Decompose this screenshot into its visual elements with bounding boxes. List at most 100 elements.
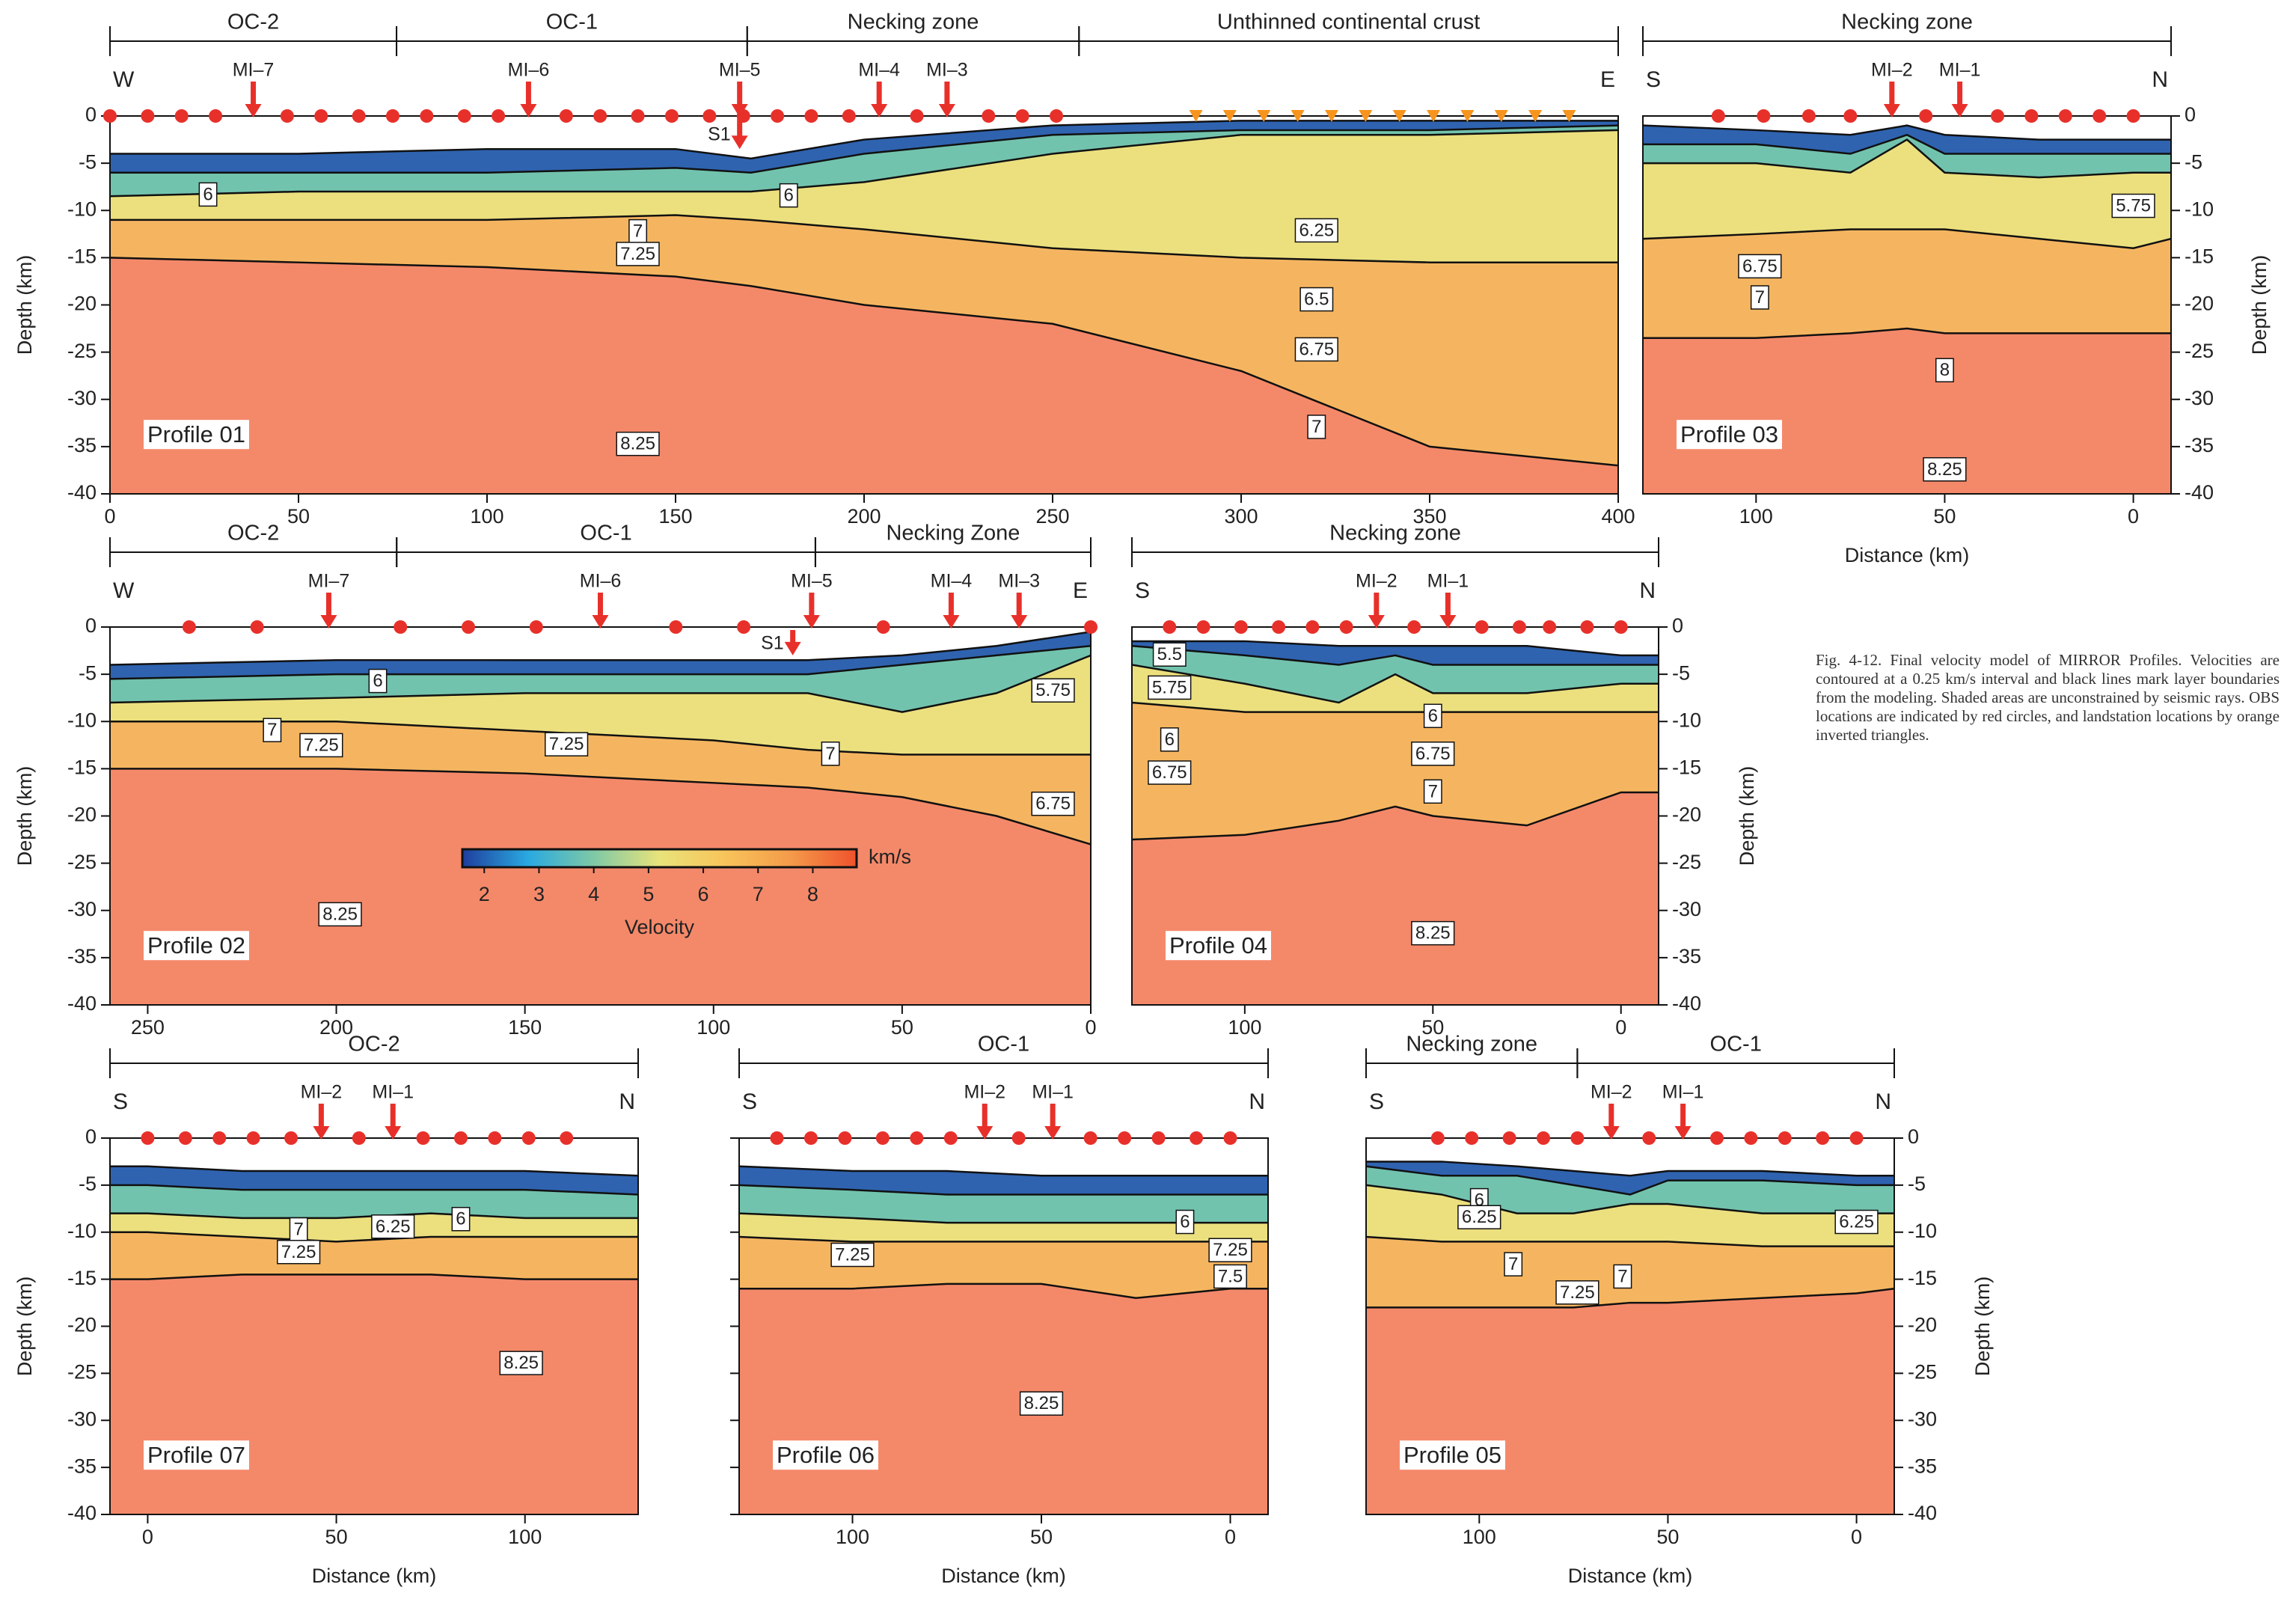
landstation [1392,110,1406,122]
contour-label: 6.75 [1152,762,1187,783]
colorbar-tick-label: 2 [479,883,490,905]
contour-label: 8.25 [503,1353,539,1373]
contour-label: 8.25 [322,904,358,924]
obs-station [1084,620,1098,634]
y-tick-label: -30 [1672,898,1701,920]
contour-label-box [1613,1264,1632,1289]
station-label: MI–5 [791,571,833,592]
contour-label-box [368,668,388,694]
contour-label: 6 [1428,706,1438,726]
x-tick-label: 400 [1601,505,1635,528]
arrow-head [871,104,888,117]
contour-label: 6.5 [1304,290,1329,310]
colorbar [461,848,858,869]
obs-station [352,1131,366,1145]
contour-label-box [1750,285,1769,310]
profile-title-box [144,1440,249,1470]
contour-label-box [1294,337,1338,362]
x-tick-label: 250 [131,1016,165,1039]
contour-label-box [499,1351,543,1375]
obs-station [1580,620,1594,634]
arrow-head [1368,615,1385,629]
y-axis-label: Depth (km) [13,1277,36,1377]
x-tick-label: 50 [1030,1526,1053,1548]
y-tick-label: -25 [67,1361,97,1384]
obs-station [631,109,645,123]
panel: 5.5 5.75 6 6.75 6 6.75 7 8.25 Profile 04 0 -5 -10 -1… [1131,522,1758,1039]
x-tick-label: 100 [508,1526,542,1548]
landstation [1528,110,1543,122]
contour-label: 6.75 [1035,794,1071,814]
y-tick-label: 0 [85,103,97,126]
obs-station [212,1131,227,1145]
y-tick-label: -5 [2185,150,2202,173]
obs-station [284,1131,299,1145]
y-tick-label: -15 [1908,1267,1937,1289]
velocity-layer [110,1184,638,1218]
y-axis-label: Depth (km) [13,255,36,355]
contour-label-box [1031,678,1075,703]
contour-label: 7.25 [281,1242,316,1262]
contour-label-box [616,242,660,266]
x-tick-label: 150 [658,505,692,528]
y-tick-label: -25 [1908,1361,1937,1384]
x-axis-label: Distance (km) [941,1565,1066,1587]
contour-label-box [1555,1280,1599,1305]
y-tick-label: -40 [67,992,97,1015]
layer-boundary [110,768,1091,846]
layer-boundary [1132,664,1659,704]
obs-station [1642,1131,1656,1145]
profile-title: Profile 04 [1169,932,1267,959]
x-tick-label: 200 [319,1016,353,1039]
layer-boundary [1132,791,1659,841]
obs-station [1083,1131,1098,1145]
contour-label-box [1423,779,1442,804]
y-tick-label: -35 [1908,1455,1937,1477]
y-tick-label: -20 [67,293,97,315]
landstation [1222,110,1237,122]
contour-label-box [1299,287,1334,312]
profile-title: Profile 03 [1680,421,1778,447]
contour-label: 7.25 [1213,1240,1248,1260]
obs-station [1843,109,1858,123]
contour-label: 8.25 [1024,1393,1059,1413]
layer-boundary [1366,1161,1894,1177]
arrow-head [313,1126,330,1140]
contour-label: 5.75 [1152,677,1187,697]
obs-station [910,1131,924,1145]
obs-station [1570,1131,1585,1145]
layer-boundary [739,1184,1268,1196]
zone-label: Necking zone [1841,10,1973,34]
zone-label: OC-1 [1710,1033,1762,1057]
contour-label: 7 [1311,417,1321,437]
arrow-head [1883,104,1900,117]
colorbar-tick-label: 8 [807,883,818,905]
station-label: MI–2 [1871,60,1913,81]
layer-boundary [110,1274,638,1280]
panel: 6 7.25 7.25 7.5 8.25 Profile 06 100 50 0 Distance… [730,1033,1269,1587]
caption: Fig. 4-12. Final velocity model of MIRRO… [1816,651,2280,744]
obs-station [457,109,471,123]
s1-label: S1 [708,124,731,145]
layer-boundary [110,1165,638,1177]
y-tick-label: -30 [2185,387,2214,409]
y-tick-label: -20 [1672,804,1701,826]
contour-label-box [277,1240,321,1265]
obs-station [1407,620,1421,634]
obs-station [209,109,223,123]
x-axis-label: Distance (km) [1845,544,1970,566]
obs-station [771,109,785,123]
y-tick-label: -10 [67,198,97,220]
obs-station [1537,1131,1551,1145]
station-label: MI–2 [1591,1082,1632,1103]
arrow-head [784,641,801,655]
arrow-head [1044,1126,1062,1140]
contour-label: 7 [267,720,277,740]
landstation [1189,110,1203,122]
profile-title: Profile 05 [1403,1442,1501,1468]
station-label: MI–1 [1427,571,1469,592]
contour-label: 6.25 [376,1217,411,1237]
x-tick-label: 0 [1615,1016,1626,1039]
